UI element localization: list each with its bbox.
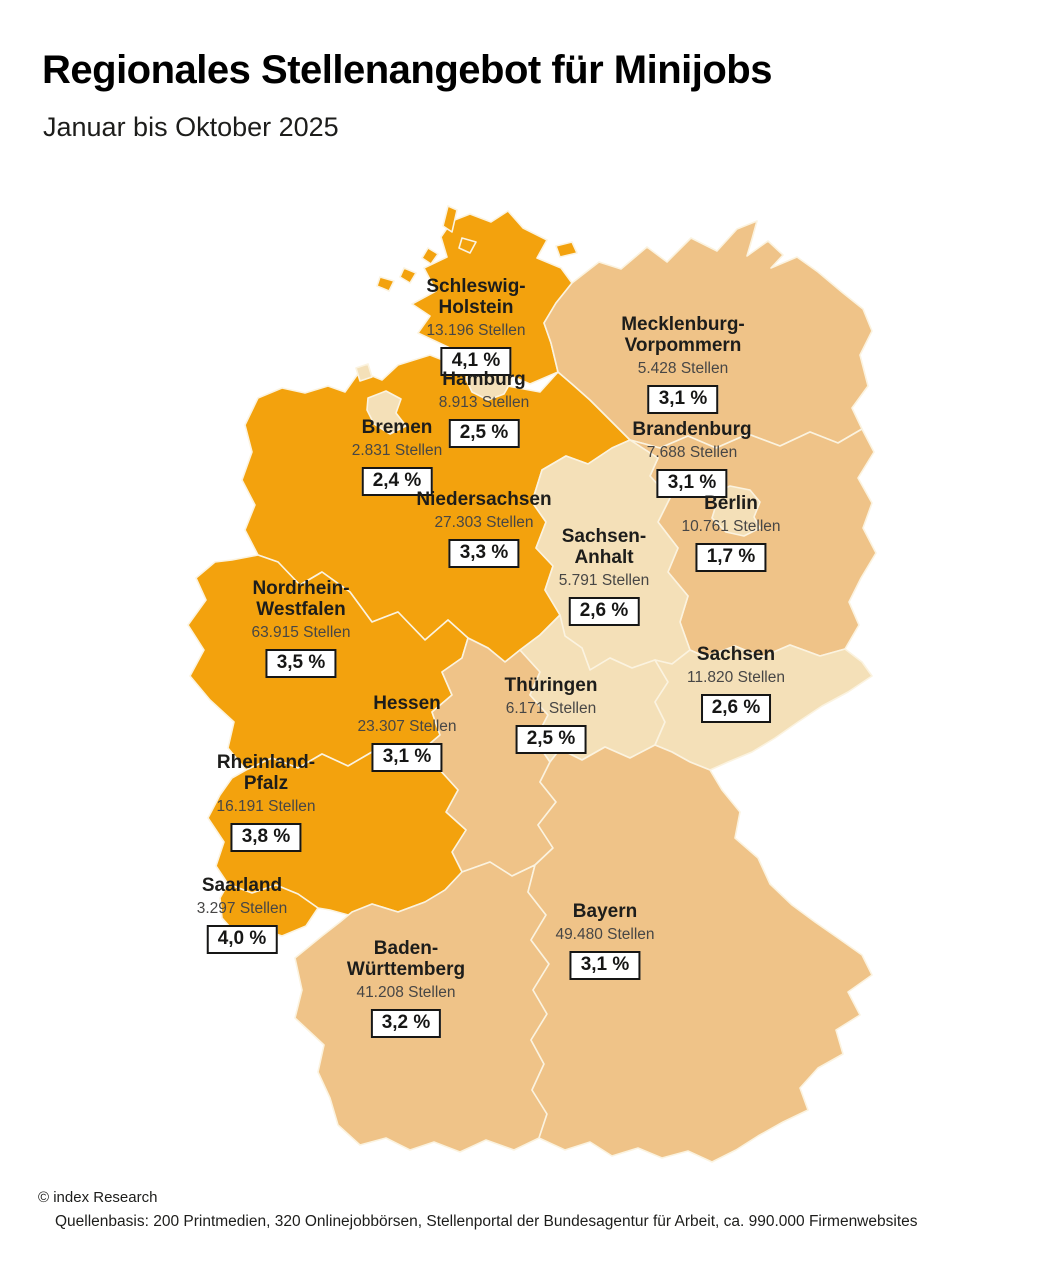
region-percent-badge: 3,1 % xyxy=(569,950,641,980)
region-label-mecklenburg-vorpommern: Mecklenburg- Vorpommern 5.428 Stellen 3,… xyxy=(621,314,745,414)
region-name: Nordrhein- Westfalen xyxy=(252,578,350,620)
region-stellen: 49.480 Stellen xyxy=(555,925,655,943)
region-name: Baden- Württemberg xyxy=(346,938,466,980)
region-name: Sachsen xyxy=(696,644,776,665)
region-percent-badge: 2,4 % xyxy=(361,466,433,496)
source-note: Quellenbasis: 200 Printmedien, 320 Onlin… xyxy=(55,1213,918,1230)
region-percent-badge: 4,1 % xyxy=(440,346,512,376)
state-bremen xyxy=(355,363,407,435)
region-name: Schleswig- Holstein xyxy=(426,276,526,318)
region-name: Rheinland- Pfalz xyxy=(216,752,316,794)
region-percent-badge: 3,1 % xyxy=(647,384,719,414)
region-percent-badge: 1,7 % xyxy=(695,542,767,572)
region-percent-badge: 3,2 % xyxy=(370,1008,442,1038)
state-schleswig-holstein xyxy=(411,210,573,385)
region-stellen: 23.307 Stellen xyxy=(357,717,457,735)
region-percent-badge: 2,5 % xyxy=(448,418,520,448)
region-stellen: 10.761 Stellen xyxy=(681,517,781,535)
state-saarland xyxy=(219,883,319,937)
state-berlin xyxy=(711,485,761,537)
region-stellen: 5.428 Stellen xyxy=(637,359,729,377)
region-stellen: 63.915 Stellen xyxy=(251,623,351,641)
region-stellen: 6.171 Stellen xyxy=(505,699,597,717)
region-percent-badge: 4,0 % xyxy=(206,924,278,954)
region-percent-badge: 3,3 % xyxy=(448,538,520,568)
region-label-nordrhein-westfalen: Nordrhein- Westfalen 63.915 Stellen 3,5 … xyxy=(251,578,351,678)
page-subtitle: Januar bis Oktober 2025 xyxy=(43,112,339,142)
region-stellen: 13.196 Stellen xyxy=(426,321,526,339)
region-stellen: 5.791 Stellen xyxy=(558,571,650,589)
region-name: Bremen xyxy=(361,417,433,438)
region-name: Brandenburg xyxy=(632,419,752,440)
region-label-niedersachsen: Niedersachsen 27.303 Stellen 3,3 % xyxy=(416,489,552,568)
region-label-sachsen: Sachsen 11.820 Stellen 2,6 % xyxy=(687,644,785,723)
region-name: Hessen xyxy=(373,693,441,714)
region-name: Bayern xyxy=(572,901,638,922)
region-stellen: 8.913 Stellen xyxy=(438,393,530,411)
region-label-sachsen-anhalt: Sachsen- Anhalt 5.791 Stellen 2,6 % xyxy=(558,526,650,626)
region-name: Thüringen xyxy=(504,675,598,696)
region-name: Saarland xyxy=(201,875,283,896)
region-name: Sachsen- Anhalt xyxy=(561,526,647,568)
region-percent-badge: 2,6 % xyxy=(568,596,640,626)
region-label-bayern: Bayern 49.480 Stellen 3,1 % xyxy=(555,901,655,980)
region-name: Mecklenburg- Vorpommern xyxy=(621,314,745,356)
region-label-saarland: Saarland 3.297 Stellen 4,0 % xyxy=(196,875,288,954)
region-percent-badge: 2,5 % xyxy=(515,724,587,754)
region-percent-badge: 3,1 % xyxy=(656,468,728,498)
state-bayern xyxy=(527,744,873,1163)
region-label-schleswig-holstein: Schleswig- Holstein 13.196 Stellen 4,1 % xyxy=(426,276,526,376)
region-name: Berlin xyxy=(704,493,758,514)
page-title: Regionales Stellenangebot für Minijobs xyxy=(42,48,772,92)
region-label-berlin: Berlin 10.761 Stellen 1,7 % xyxy=(681,493,781,572)
region-stellen: 7.688 Stellen xyxy=(646,443,738,461)
region-label-hamburg: Hamburg 8.913 Stellen 2,5 % xyxy=(438,369,530,448)
region-label-bremen: Bremen 2.831 Stellen 2,4 % xyxy=(351,417,443,496)
region-stellen: 27.303 Stellen xyxy=(434,513,534,531)
state-schleswig-holstein-islands xyxy=(376,205,578,292)
region-percent-badge: 3,8 % xyxy=(230,822,302,852)
state-mecklenburg-vorpommern xyxy=(543,220,873,449)
region-percent-badge: 2,6 % xyxy=(700,693,772,723)
region-stellen: 11.820 Stellen xyxy=(687,668,785,686)
region-label-baden-wuerttemberg: Baden- Württemberg 41.208 Stellen 3,2 % xyxy=(346,938,466,1038)
region-label-brandenburg: Brandenburg 7.688 Stellen 3,1 % xyxy=(632,419,752,498)
region-name: Niedersachsen xyxy=(416,489,552,510)
region-label-thueringen: Thüringen 6.171 Stellen 2,5 % xyxy=(504,675,598,754)
region-name: Hamburg xyxy=(442,369,526,390)
region-label-rheinland-pfalz: Rheinland- Pfalz 16.191 Stellen 3,8 % xyxy=(216,752,316,852)
region-percent-badge: 3,5 % xyxy=(265,648,337,678)
region-stellen: 41.208 Stellen xyxy=(356,983,456,1001)
region-percent-badge: 3,1 % xyxy=(371,742,443,772)
region-stellen: 2.831 Stellen xyxy=(351,441,443,459)
region-stellen: 3.297 Stellen xyxy=(196,899,288,917)
copyright-note: © index Research xyxy=(38,1189,158,1206)
region-stellen: 16.191 Stellen xyxy=(216,797,316,815)
region-label-hessen: Hessen 23.307 Stellen 3,1 % xyxy=(357,693,457,772)
